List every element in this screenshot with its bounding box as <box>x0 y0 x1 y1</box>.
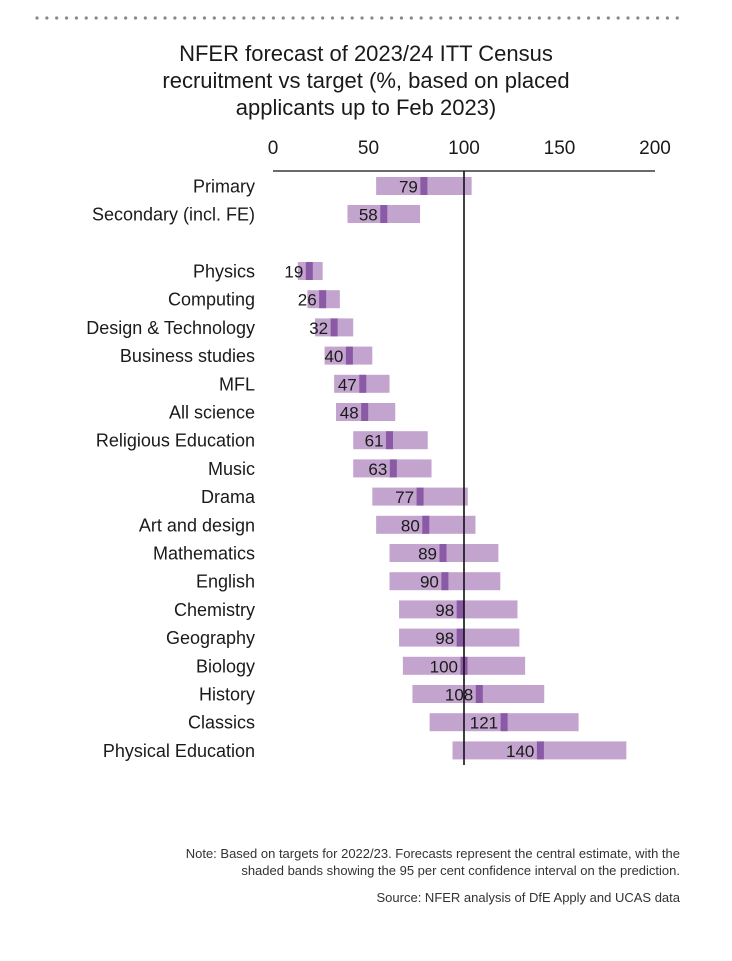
category-label-design-and-technology: Design & Technology <box>86 318 255 338</box>
chart-title: NFER forecast of 2023/24 ITT Census recr… <box>60 40 672 121</box>
value-label-biology: 100 <box>430 657 458 676</box>
category-label-mfl: MFL <box>219 374 255 394</box>
category-label-english: English <box>196 572 255 592</box>
estimate-marker-physical-education <box>536 741 544 760</box>
category-label-biology: Biology <box>196 656 255 676</box>
value-label-all-science: 48 <box>340 404 359 423</box>
value-label-art-and-design: 80 <box>401 516 420 535</box>
estimate-marker-computing <box>319 290 327 309</box>
value-label-mfl: 47 <box>338 375 357 394</box>
estimate-marker-primary <box>420 177 428 195</box>
x-tick-label: 150 <box>544 138 576 159</box>
estimate-marker-music <box>389 459 397 478</box>
value-label-drama: 77 <box>395 488 414 507</box>
x-tick-label: 200 <box>639 138 671 159</box>
estimate-marker-all-science <box>361 403 369 421</box>
estimate-marker-chemistry <box>456 600 464 619</box>
value-label-computing: 26 <box>298 291 317 310</box>
category-label-computing: Computing <box>168 290 255 310</box>
value-label-classics: 121 <box>470 714 498 733</box>
category-label-chemistry: Chemistry <box>174 600 255 620</box>
top-dotted-rule <box>35 16 679 20</box>
estimate-marker-religious-education <box>386 431 394 450</box>
value-label-secondary-incl-fe: 58 <box>359 206 378 225</box>
title-line-1: NFER forecast of 2023/24 ITT Census <box>179 41 553 66</box>
value-label-physics: 19 <box>284 263 303 282</box>
x-tick-label: 50 <box>358 138 379 159</box>
category-label-business-studies: Business studies <box>120 346 255 366</box>
title-line-2: recruitment vs target (%, based on place… <box>162 68 570 93</box>
estimate-marker-classics <box>500 713 508 732</box>
category-label-drama: Drama <box>201 487 256 507</box>
estimate-marker-business-studies <box>345 346 353 365</box>
category-label-physical-education: Physical Education <box>103 741 255 761</box>
estimate-marker-design-and-technology <box>330 318 338 337</box>
forecast-chart: 0 50 100 150 200 Primary 79 Secondary (incl. FE… <box>86 138 671 765</box>
category-label-all-science: All science <box>169 403 255 423</box>
estimate-marker-art-and-design <box>422 515 430 534</box>
chart-note: Note: Based on targets for 2022/23. Fore… <box>40 845 680 879</box>
estimate-marker-secondary-incl-fe <box>380 205 388 223</box>
category-label-music: Music <box>208 459 255 479</box>
category-label-mathematics: Mathematics <box>153 544 255 564</box>
value-label-primary: 79 <box>399 178 418 197</box>
value-label-religious-education: 61 <box>365 432 384 451</box>
estimate-marker-english <box>441 572 449 591</box>
value-label-chemistry: 98 <box>435 601 454 620</box>
value-label-english: 90 <box>420 573 439 592</box>
note-line-2: shaded bands showing the 95 per cent con… <box>241 863 680 878</box>
value-label-design-and-technology: 32 <box>309 319 328 338</box>
value-label-history: 108 <box>445 686 473 705</box>
value-label-music: 63 <box>368 460 387 479</box>
value-label-mathematics: 89 <box>418 545 437 564</box>
category-label-religious-education: Religious Education <box>96 431 255 451</box>
value-label-physical-education: 140 <box>506 742 534 761</box>
chart-source: Source: NFER analysis of DfE Apply and U… <box>376 890 680 905</box>
title-line-3: applicants up to Feb 2023) <box>235 95 497 120</box>
category-label-physics: Physics <box>193 262 255 282</box>
category-label-art-and-design: Art and design <box>139 515 255 535</box>
category-label-history: History <box>199 685 255 705</box>
category-label-geography: Geography <box>166 628 255 648</box>
value-label-geography: 98 <box>435 629 454 648</box>
x-tick-label: 100 <box>448 138 480 159</box>
note-line-1: Note: Based on targets for 2022/23. Fore… <box>185 846 680 861</box>
estimate-marker-history <box>475 685 483 703</box>
x-tick-label: 0 <box>268 138 279 159</box>
category-label-primary: Primary <box>193 177 255 197</box>
estimate-marker-geography <box>456 628 464 647</box>
category-label-classics: Classics <box>188 713 255 733</box>
estimate-marker-mfl <box>359 374 367 393</box>
estimate-marker-mathematics <box>439 544 447 562</box>
estimate-marker-drama <box>416 487 424 506</box>
estimate-marker-physics <box>305 262 313 280</box>
value-label-business-studies: 40 <box>324 347 343 366</box>
category-label-secondary-incl-fe: Secondary (incl. FE) <box>92 205 255 225</box>
